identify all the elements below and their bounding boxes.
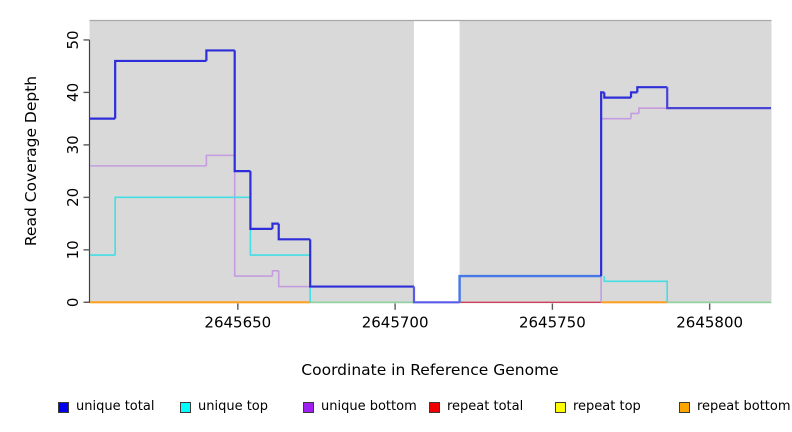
series-line-unique-total (233, 50, 251, 173)
legend-swatch-repeat-total (429, 401, 440, 413)
series-line-unique-total (249, 171, 273, 230)
x-tick-label: 2645650 (204, 313, 271, 331)
series-line-unique-top (114, 196, 251, 256)
series-line-unique-bottom (205, 154, 235, 166)
series-line-unique-total (277, 223, 311, 241)
y-axis-title: Read Coverage Depth (22, 75, 40, 247)
legend-label-unique-bottom: unique bottom (321, 399, 417, 414)
series-line-unique-total (600, 91, 605, 277)
legend-item-unique-bottom: unique bottom (303, 397, 417, 417)
series-line-unique-total (458, 274, 602, 303)
series-line-unique-bottom (271, 270, 279, 277)
y-tick-label: 40 (64, 83, 82, 102)
series-line-unique-total (666, 87, 771, 110)
legend-label-repeat-total: repeat total (447, 399, 524, 414)
legend-item-repeat-total: repeat total (429, 397, 523, 417)
legend-swatch-unique-top (180, 401, 191, 413)
legend-item-repeat-bottom: repeat bottom (679, 397, 791, 417)
series-line-unique-total (271, 222, 279, 229)
plot-area: 2645650 2645700 2645750 2645800 0 10 20 30 40 50 (64, 19, 772, 331)
series-line-unique-bottom (233, 155, 273, 277)
legend-label-repeat-bottom: repeat bottom (697, 399, 791, 414)
legend-item-unique-total: unique total (58, 397, 154, 417)
x-axis-title: Coordinate in Reference Genome (301, 361, 559, 379)
series-line-unique-total (114, 59, 207, 119)
legend-swatch-unique-bottom (303, 401, 314, 413)
x-tick-label: 2645700 (362, 313, 429, 331)
x-tick-label: 2645800 (676, 313, 743, 331)
legend-item-repeat-top: repeat top (555, 397, 641, 417)
legend-label-unique-total: unique total (76, 399, 155, 414)
series-line-unique-top (603, 276, 668, 303)
series-line-unique-total (603, 92, 632, 99)
legend-swatch-repeat-top (555, 401, 566, 413)
series-line-unique-total (309, 239, 414, 288)
no-data-gap (413, 21, 460, 304)
x-tick-label: 2645750 (519, 313, 586, 331)
legend-swatch-repeat-bottom (679, 401, 690, 413)
series-line-unique-total (636, 86, 668, 93)
legend-swatch-unique-total (58, 401, 69, 413)
series-line-unique-bottom (630, 112, 639, 119)
series-line-unique-total (412, 286, 460, 304)
y-tick-label: 10 (64, 240, 82, 259)
legend-item-unique-top: unique top (180, 397, 268, 417)
series-line-unique-total (629, 91, 638, 98)
series-line-unique-total (205, 49, 235, 61)
y-tick-label: 30 (64, 135, 82, 154)
y-tick-label: 20 (64, 188, 82, 207)
y-tick-label: 50 (64, 30, 82, 49)
legend-label-repeat-top: repeat top (573, 399, 641, 414)
y-tick-label: 0 (64, 298, 82, 308)
legend-label-unique-top: unique top (198, 399, 269, 414)
